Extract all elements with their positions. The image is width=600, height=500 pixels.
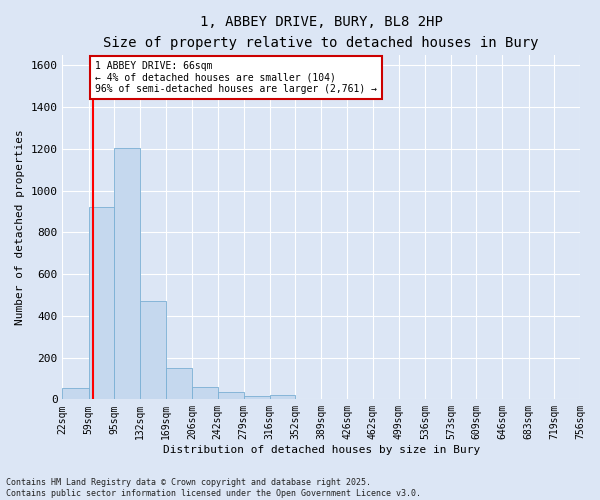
Bar <box>89 208 114 400</box>
Bar <box>140 301 166 400</box>
Text: 1 ABBEY DRIVE: 66sqm
← 4% of detached houses are smaller (104)
96% of semi-detac: 1 ABBEY DRIVE: 66sqm ← 4% of detached ho… <box>95 61 377 94</box>
Bar <box>192 387 218 400</box>
Bar <box>244 396 270 400</box>
Bar <box>114 148 140 400</box>
Bar <box>62 388 89 400</box>
X-axis label: Distribution of detached houses by size in Bury: Distribution of detached houses by size … <box>163 445 480 455</box>
Bar <box>166 368 192 400</box>
Bar <box>270 395 295 400</box>
Title: 1, ABBEY DRIVE, BURY, BL8 2HP
Size of property relative to detached houses in Bu: 1, ABBEY DRIVE, BURY, BL8 2HP Size of pr… <box>103 15 539 50</box>
Text: Contains HM Land Registry data © Crown copyright and database right 2025.
Contai: Contains HM Land Registry data © Crown c… <box>6 478 421 498</box>
Y-axis label: Number of detached properties: Number of detached properties <box>15 130 25 325</box>
Bar <box>218 392 244 400</box>
